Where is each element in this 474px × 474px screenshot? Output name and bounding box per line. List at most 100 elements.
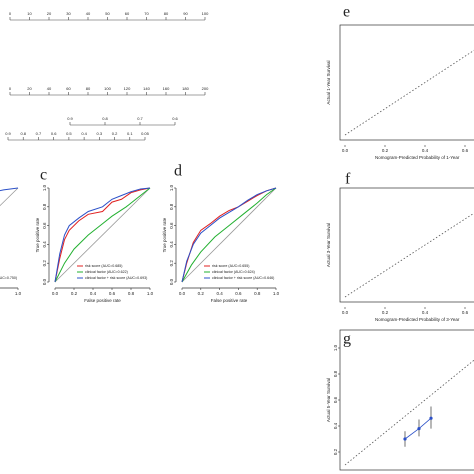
panel-letter: f bbox=[345, 171, 351, 188]
reference-diagonal bbox=[344, 212, 474, 298]
nomogram-tick-label: 0.7 bbox=[36, 131, 42, 136]
roc-curve bbox=[0, 187, 19, 192]
nomogram-tick-label: 140 bbox=[143, 86, 150, 91]
x-tick-label: 0.4 bbox=[422, 148, 429, 153]
x-tick-label: 0.4 bbox=[422, 310, 429, 315]
x-tick-label: 1.0 bbox=[15, 291, 22, 296]
nomogram-tick-label: 0.5 bbox=[66, 131, 72, 136]
x-tick-label: 0.8 bbox=[254, 291, 261, 296]
roc-curve bbox=[181, 187, 277, 283]
x-tick-label: 0.6 bbox=[109, 291, 116, 296]
panel: 1.0 (AUC=0.750) bbox=[0, 187, 22, 296]
nomogram-tick-label: 40 bbox=[86, 11, 91, 16]
legend-label: risk score (AUC=0.655) bbox=[212, 264, 249, 268]
y-tick-label: 1.0 bbox=[333, 344, 338, 351]
nomogram-tick-label: 80 bbox=[164, 11, 169, 16]
y-axis-label: Actual 5-Year Survival bbox=[326, 378, 331, 422]
y-tick-label: 0.6 bbox=[42, 222, 47, 229]
nomogram-tick-label: 180 bbox=[182, 86, 189, 91]
nomogram-tick-label: 0.3 bbox=[97, 131, 103, 136]
x-tick-label: 0.4 bbox=[216, 291, 223, 296]
nomogram-tick-label: 0.1 bbox=[127, 131, 133, 136]
x-tick-label: 0.6 bbox=[462, 148, 469, 153]
y-axis-label: Actual 3-Year Survival bbox=[326, 223, 331, 267]
nomogram-tick-label: 40 bbox=[47, 86, 52, 91]
panel-letter: g bbox=[343, 331, 351, 348]
nomogram-tick-label: 0.8 bbox=[102, 116, 108, 121]
x-tick-label: 0.6 bbox=[462, 310, 469, 315]
y-tick-label: 0.6 bbox=[333, 396, 338, 403]
reference-diagonal bbox=[181, 187, 277, 283]
nomogram-tick-label: 0.7 bbox=[137, 116, 143, 121]
x-tick-label: 0.6 bbox=[235, 291, 242, 296]
plot-frame bbox=[339, 329, 474, 471]
x-tick-label: 0.2 bbox=[382, 310, 389, 315]
nomogram-tick-label: 0.4 bbox=[81, 131, 87, 136]
reference-diagonal bbox=[0, 187, 19, 207]
nomogram-tick-label: 70 bbox=[144, 11, 149, 16]
nomogram-tick-label: 0.05 bbox=[141, 131, 150, 136]
legend-label: clinical factor + risk score (AUC=0.693) bbox=[85, 276, 147, 280]
x-tick-label: 0.8 bbox=[128, 291, 135, 296]
nomogram-tick-label: 0.6 bbox=[51, 131, 57, 136]
y-tick-label: 0.2 bbox=[42, 260, 47, 267]
nomogram-tick-label: 0.9 bbox=[67, 116, 73, 121]
x-tick-label: 0.2 bbox=[382, 148, 389, 153]
nomogram-tick-label: 30 bbox=[66, 11, 71, 16]
x-axis-label: Nomogram-Predicted Probability of 3-Year bbox=[375, 317, 460, 322]
y-tick-label: 0.6 bbox=[169, 222, 174, 229]
y-tick-label: 0.0 bbox=[169, 278, 174, 285]
y-tick-label: 0.2 bbox=[333, 448, 338, 455]
roc-curve bbox=[54, 187, 151, 283]
legend-label: (AUC=0.750) bbox=[0, 276, 17, 280]
nomogram-tick-label: 90 bbox=[183, 11, 188, 16]
nomogram-tick-label: 50 bbox=[105, 11, 110, 16]
nomogram-tick-label: 60 bbox=[66, 86, 71, 91]
y-tick-label: 0.2 bbox=[169, 260, 174, 267]
x-axis-label: False positive rate bbox=[211, 298, 248, 303]
nomogram-tick-label: 0 bbox=[9, 11, 12, 16]
y-tick-label: 0.0 bbox=[42, 278, 47, 285]
y-tick-label: 0.8 bbox=[169, 203, 174, 210]
legend-label: clinical factor (AUC=0.622) bbox=[85, 270, 128, 274]
panel-letter: e bbox=[343, 4, 350, 21]
y-tick-label: 0.8 bbox=[42, 203, 47, 210]
x-tick-label: 0.4 bbox=[90, 291, 97, 296]
y-axis-label: Actual 1-Year Survival bbox=[326, 60, 331, 104]
nomogram-tick-label: 0.9 bbox=[5, 131, 11, 136]
roc-curve bbox=[54, 187, 151, 283]
y-tick-label: 0.4 bbox=[42, 241, 47, 248]
y-tick-label: 0.4 bbox=[333, 422, 338, 429]
roc-curve bbox=[181, 187, 277, 283]
calibration-point bbox=[429, 416, 433, 420]
x-tick-label: 0.0 bbox=[52, 291, 59, 296]
roc-curve bbox=[54, 187, 151, 283]
x-tick-label: 0.0 bbox=[342, 148, 349, 153]
panel: d 0.0 0.2 0.4 0.6 0.8 1.0 0.0 0.2 0.4 0.6 0.8 1.0 Fal… bbox=[162, 163, 279, 304]
legend-label: clinical factor (AUC=0.624) bbox=[212, 270, 255, 274]
x-tick-label: 0.0 bbox=[342, 310, 349, 315]
nomogram-tick-label: 0.6 bbox=[172, 116, 178, 121]
legend-label: clinical factor + risk score (AUC=0.646) bbox=[212, 276, 274, 280]
x-tick-label: 1.0 bbox=[147, 291, 154, 296]
nomogram-tick-label: 20 bbox=[47, 11, 52, 16]
x-axis-label: False positive rate bbox=[84, 298, 121, 303]
x-axis-label: Nomogram-Predicted Probability of 1-Year bbox=[375, 155, 460, 160]
nomogram-tick-label: 160 bbox=[163, 86, 170, 91]
nomogram-tick-label: 100 bbox=[104, 86, 111, 91]
panel-letter: d bbox=[174, 163, 182, 180]
x-tick-label: 0.0 bbox=[179, 291, 186, 296]
nomogram-tick-label: 0.2 bbox=[112, 131, 118, 136]
reference-diagonal bbox=[344, 49, 474, 136]
x-tick-label: 0.2 bbox=[198, 291, 205, 296]
nomogram-tick-label: 200 bbox=[202, 86, 209, 91]
nomogram-tick-label: 0.8 bbox=[20, 131, 26, 136]
plot-frame bbox=[339, 24, 474, 141]
y-tick-label: 0.4 bbox=[169, 241, 174, 248]
panel: c 0.0 0.2 0.4 0.6 0.8 1.0 0.0 0.2 0.4 0.6 0.8 1.0 Fal… bbox=[35, 167, 153, 304]
